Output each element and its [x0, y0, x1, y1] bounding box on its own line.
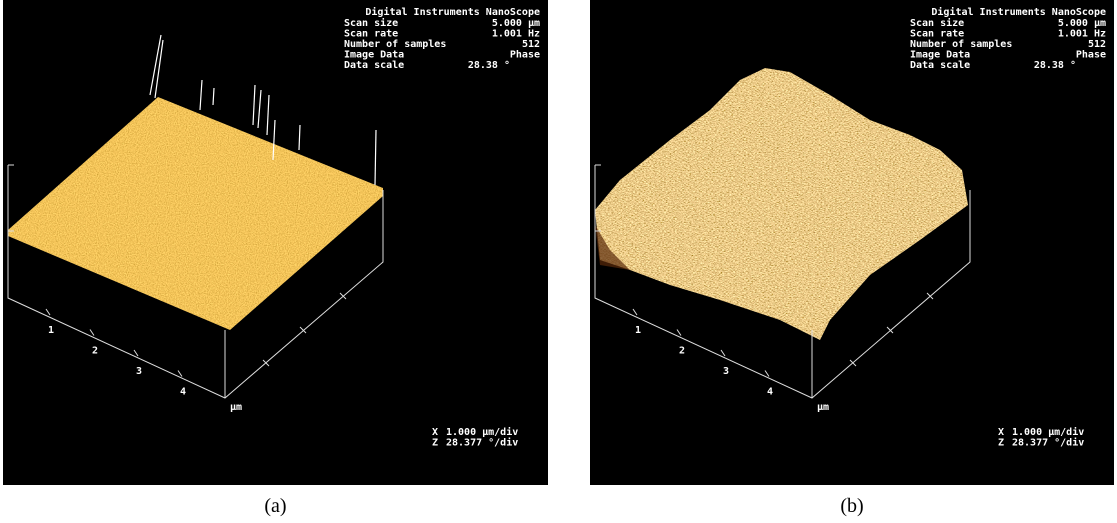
header-label: Scan size	[344, 17, 398, 29]
header-value: 512	[522, 39, 540, 50]
header-value: Phase	[1076, 50, 1106, 61]
header-label: Number of samples	[344, 39, 446, 50]
header-label: Image Data	[344, 50, 404, 61]
footer-value: 28.377 °/div	[446, 437, 518, 449]
header-title: Digital Instruments NanoScope	[365, 6, 540, 18]
header-value: 512	[1088, 39, 1106, 50]
header-value: 5.000 µm	[492, 18, 540, 29]
header-value: 28.38 °	[1034, 60, 1076, 71]
header-label: Scan rate	[910, 29, 964, 40]
figure: 1234µmDigital Instruments NanoScopeScan …	[0, 0, 1117, 523]
axis-tick-label: 4	[767, 387, 773, 398]
header-label: Number of samples	[910, 39, 1012, 50]
header-title: Digital Instruments NanoScope	[931, 6, 1106, 18]
axis-tick-label: 3	[723, 366, 729, 377]
footer-value: 1.000 µm/div	[1012, 426, 1084, 438]
footer-axis: X	[432, 427, 438, 438]
axis-unit: µm	[817, 402, 829, 413]
caption: (b)	[840, 495, 863, 517]
axis-unit: µm	[230, 402, 242, 413]
axis-tick-label: 3	[136, 366, 142, 377]
footer-axis: Z	[998, 438, 1004, 449]
header-value: 1.001 Hz	[492, 29, 540, 40]
header-value: 28.38 °	[468, 60, 510, 71]
axis-tick-label: 2	[92, 346, 98, 357]
footer-axis: Z	[432, 438, 438, 449]
axis-tick-label: 2	[679, 346, 685, 357]
header-label: Data scale	[910, 60, 970, 71]
header-label: Image Data	[910, 50, 970, 61]
footer-value: 1.000 µm/div	[446, 426, 518, 438]
footer-axis: X	[998, 427, 1004, 438]
axis-tick-label: 4	[180, 387, 186, 398]
header-label: Data scale	[344, 60, 404, 71]
caption: (a)	[264, 495, 286, 517]
footer-value: 28.377 °/div	[1012, 437, 1084, 449]
axis-tick-label: 1	[635, 325, 641, 336]
header-value: 1.001 Hz	[1058, 29, 1106, 40]
header-label: Scan size	[910, 17, 964, 29]
header-value: Phase	[510, 50, 540, 61]
header-label: Scan rate	[344, 29, 398, 40]
header-value: 5.000 µm	[1058, 18, 1106, 29]
axis-tick-label: 1	[48, 325, 54, 336]
